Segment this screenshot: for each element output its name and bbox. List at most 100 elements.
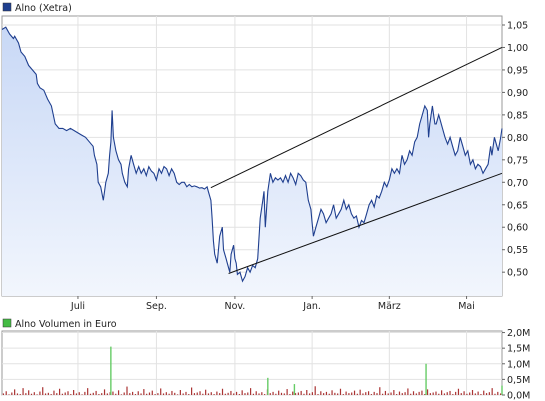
volume-bar xyxy=(179,390,181,395)
volume-bar xyxy=(314,386,316,395)
volume-bar xyxy=(471,390,474,395)
volume-bar xyxy=(165,392,167,395)
volume-bar xyxy=(95,390,97,395)
volume-bar xyxy=(219,393,221,395)
volume-bar xyxy=(33,392,35,395)
price-x-tick-label: März xyxy=(378,301,401,312)
volume-bar xyxy=(101,393,103,395)
volume-bar xyxy=(367,391,370,395)
volume-bar xyxy=(356,393,358,395)
volume-bar xyxy=(317,394,319,395)
volume-bar xyxy=(120,394,122,395)
volume-bar xyxy=(103,389,106,395)
volume-bar xyxy=(39,391,41,395)
volume-bar xyxy=(483,390,485,395)
price-x-tick-label: Jan. xyxy=(302,301,321,312)
price-x-tick-label: Mai xyxy=(458,301,475,312)
volume-bar xyxy=(469,392,471,395)
volume-legend-swatch xyxy=(2,318,12,328)
volume-bar xyxy=(8,394,10,395)
volume-bar xyxy=(443,393,446,395)
volume-bar xyxy=(463,391,465,395)
volume-bar xyxy=(202,393,204,395)
volume-bar xyxy=(233,393,235,395)
volume-bar xyxy=(109,392,111,395)
volume-bar xyxy=(396,394,398,395)
price-y-tick-label: 0,95 xyxy=(507,65,528,76)
volume-bar xyxy=(19,394,21,395)
volume-bar xyxy=(78,392,80,395)
volume-bar xyxy=(185,391,187,395)
volume-bar xyxy=(348,393,350,395)
volume-bar xyxy=(331,390,333,395)
volume-bar xyxy=(466,393,468,395)
price-y-axis: 1,05 1,00 0,95 0,90 0,85 0,80 0,75 0,70 0,65 0,60… xyxy=(502,20,528,279)
volume-bar xyxy=(210,392,212,395)
volume-bar-spike xyxy=(501,385,503,395)
volume-bar xyxy=(308,393,311,395)
volume-bar xyxy=(404,392,406,395)
volume-bar xyxy=(351,392,353,395)
volume-bar xyxy=(205,389,207,395)
volume-bar xyxy=(230,390,232,395)
price-legend-swatch xyxy=(2,2,12,12)
volume-bar xyxy=(264,394,266,395)
volume-bar xyxy=(446,392,448,395)
volume-bar xyxy=(84,391,86,395)
volume-bar xyxy=(16,393,19,395)
volume-bars xyxy=(2,346,503,395)
volume-bar xyxy=(323,393,325,395)
volume-bar xyxy=(398,391,401,395)
volume-bar xyxy=(306,390,308,395)
volume-bar xyxy=(140,393,142,395)
volume-bar xyxy=(494,393,496,395)
volume-bar xyxy=(216,391,218,395)
price-y-tick-label: 0,90 xyxy=(507,88,528,99)
volume-bar xyxy=(117,390,120,395)
volume-bar xyxy=(438,393,440,395)
volume-bar xyxy=(106,393,108,395)
volume-bar xyxy=(384,390,387,395)
volume-bar xyxy=(424,394,426,395)
volume-bar-spike xyxy=(293,384,296,395)
volume-bar xyxy=(56,393,58,395)
volume-bar xyxy=(429,393,431,395)
volume-y-tick-label: 1,5M xyxy=(507,344,530,355)
volume-bar-spike xyxy=(425,363,427,395)
trend-channel-lower xyxy=(228,172,503,274)
volume-bar xyxy=(412,391,415,395)
volume-bar xyxy=(485,393,488,395)
volume-bar xyxy=(61,393,63,395)
volume-bar xyxy=(275,393,277,395)
volume-bar xyxy=(418,391,420,395)
volume-bar xyxy=(160,388,162,395)
volume-bar xyxy=(44,393,47,395)
volume-gridlines xyxy=(2,331,502,396)
volume-bar xyxy=(14,389,16,395)
volume-bar xyxy=(182,393,184,395)
volume-bar xyxy=(283,393,285,395)
volume-plot-frame xyxy=(1,330,503,396)
volume-bar xyxy=(213,394,215,395)
volume-bar xyxy=(474,393,476,395)
volume-bar xyxy=(269,393,271,395)
volume-bar xyxy=(272,391,274,395)
volume-bar xyxy=(334,392,336,395)
price-x-tick-label: Juli xyxy=(70,301,85,312)
volume-bar xyxy=(112,391,114,395)
volume-bar xyxy=(261,392,263,395)
volume-bar xyxy=(87,388,89,395)
volume-y-tick-label: 1,0M xyxy=(507,359,530,370)
volume-bar xyxy=(390,392,392,395)
volume-bar xyxy=(311,392,313,395)
volume-bar xyxy=(126,386,128,395)
volume-bar xyxy=(176,394,179,395)
volume-bar xyxy=(345,391,347,395)
volume-bar xyxy=(426,389,429,395)
volume-bar xyxy=(129,393,131,395)
volume-bar xyxy=(353,390,356,395)
volume-bar xyxy=(157,393,159,395)
volume-bar xyxy=(148,392,151,395)
volume-bar xyxy=(193,393,196,395)
volume-bar xyxy=(235,391,238,395)
